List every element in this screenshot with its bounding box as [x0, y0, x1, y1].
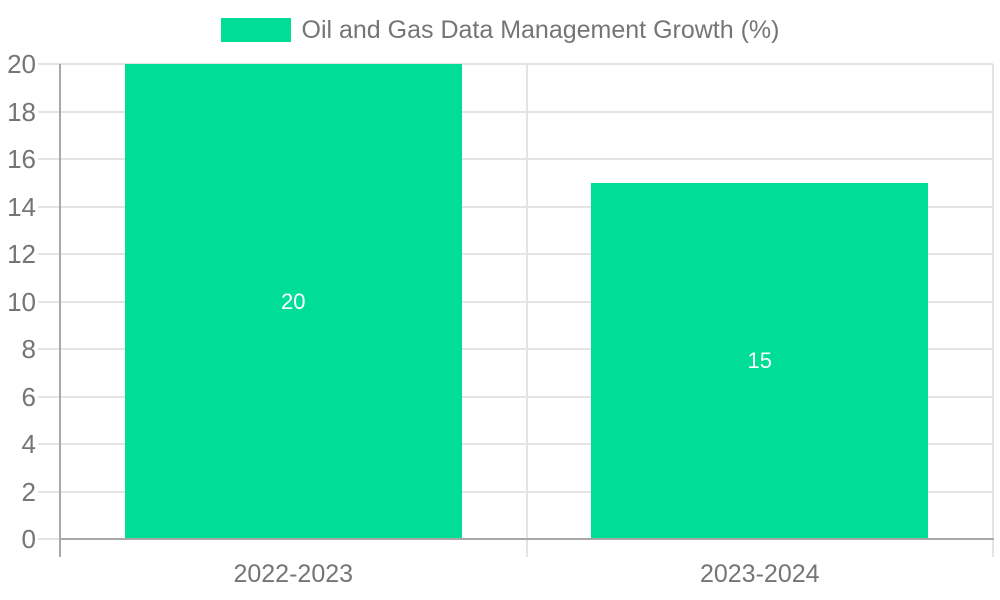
gridline: [38, 158, 993, 160]
y-axis-tick-label: 4: [21, 429, 36, 459]
gridline: [38, 253, 993, 255]
legend-swatch: [220, 18, 291, 42]
legend-label: Oil and Gas Data Management Growth (%): [301, 15, 780, 44]
category-separator-line: [525, 64, 528, 557]
gridline: [38, 110, 993, 113]
y-axis-tick-label: 2: [21, 476, 36, 507]
gridline: [38, 63, 993, 65]
y-axis-tick-label: 18: [7, 96, 36, 127]
bar[interactable]: 20: [124, 64, 462, 539]
y-axis-tick-label: 6: [21, 381, 36, 412]
gridline: [38, 205, 993, 208]
gridline: [38, 348, 993, 350]
x-axis-category-label: 2022-2023: [233, 560, 354, 588]
x-axis-line: [59, 538, 994, 540]
y-axis-tick-label: 8: [21, 334, 36, 364]
category-separator-line: [992, 64, 994, 557]
y-axis-line: [59, 64, 61, 557]
x-axis-category-label: 2023-2024: [699, 560, 820, 588]
y-axis-tick-label: 12: [7, 239, 36, 269]
y-axis-tick-label: 14: [7, 191, 36, 222]
gridline: [38, 395, 993, 398]
bar[interactable]: 15: [591, 182, 929, 539]
gridline: [38, 443, 993, 445]
bar-value-label: 20: [281, 288, 306, 314]
gridline: [38, 490, 993, 493]
y-axis-tick-label: 0: [21, 524, 36, 554]
bar-value-label: 15: [747, 347, 772, 373]
y-axis-tick-label: 10: [7, 286, 36, 317]
gridline: [38, 300, 993, 303]
y-axis-tick-label: 16: [7, 144, 36, 174]
legend[interactable]: Oil and Gas Data Management Growth (%): [0, 15, 1000, 45]
y-axis-tick-label: 20: [7, 49, 36, 79]
